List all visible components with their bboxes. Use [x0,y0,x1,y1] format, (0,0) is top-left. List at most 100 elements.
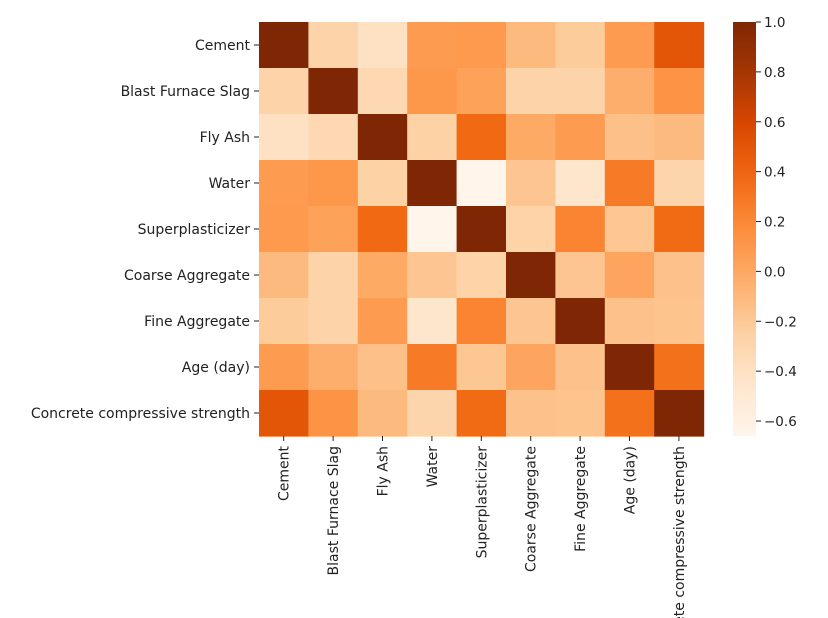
row-tick-label: Superplasticizer [138,222,251,238]
heatmap-cell [456,390,507,437]
heatmap-cell [259,298,309,345]
heatmap-cell [357,252,408,299]
heatmap-cell [456,160,507,207]
colorbar-tick-label: 0.6 [764,115,785,131]
heatmap-cell [654,206,705,253]
heatmap-cell [456,298,507,345]
heatmap-cell [604,114,655,161]
heatmap-cell [456,22,507,69]
heatmap-cell [357,206,408,253]
row-tick-labels: Cement Blast Furnace Slag Fly Ash Water Supe… [31,38,259,422]
column-tick-label: Coarse Aggregate [524,446,540,572]
heatmap-cell [456,344,507,391]
heatmap-cell [506,22,556,69]
heatmap-cell [506,252,556,299]
heatmap-cell [259,206,309,253]
heatmap-cell [357,22,408,69]
colorbar-tick-label: 0.2 [764,215,785,231]
heatmap-cell [506,68,556,115]
row-tick-label: Fly Ash [200,130,250,146]
heatmap-cell [506,390,556,437]
heatmap-cell [259,68,309,115]
heatmap-cell [506,298,556,345]
heatmap-cell [357,298,408,345]
colorbar-tick-label: 1.0 [764,15,785,31]
heatmap-cell [456,68,507,115]
heatmap-cell [604,390,655,437]
heatmap-cell [308,390,359,437]
heatmap-cell [308,68,359,115]
heatmap-cell [604,68,655,115]
heatmap-cell [259,252,309,299]
heatmap-cell [604,22,655,69]
heatmap-cell [407,114,458,161]
heatmap-cell [555,68,606,115]
column-tick-label: Cement [277,446,293,502]
row-tick-label: Age (day) [182,360,250,376]
heatmap-cell [604,298,655,345]
heatmap-cell [407,390,458,437]
colorbar-tick-label: −0.4 [764,364,797,380]
heatmap-cell [407,206,458,253]
colorbar-tick-label: −0.6 [764,414,797,430]
heatmap-cell [456,252,507,299]
heatmap-cell [604,160,655,207]
row-tick-label: Coarse Aggregate [124,268,250,284]
row-tick-label: Concrete compressive strength [31,406,250,422]
heatmap-cell [506,114,556,161]
heatmap-cell [555,114,606,161]
column-tick-label: Fine Aggregate [573,446,589,552]
heatmap-cell [506,206,556,253]
heatmap-cell [357,344,408,391]
heatmap-cell [555,22,606,69]
heatmap-cell [555,160,606,207]
heatmap-cell [407,252,458,299]
heatmap-cell [456,206,507,253]
column-tick-label: Concrete compressive strength [672,446,688,618]
heatmap-cell [357,160,408,207]
colorbar-tick-label: 0.8 [764,65,785,81]
heatmap-cell [604,252,655,299]
heatmap-cell [654,160,705,207]
column-tick-label: Fly Ash [376,446,392,496]
heatmap-cell [308,160,359,207]
heatmap-cell [654,298,705,345]
colorbar-tick-label: 0.4 [764,165,785,181]
column-tick-labels: Cement Blast Furnace Slag Fly Ash Water Supe… [277,436,688,618]
heatmap-cell [407,160,458,207]
heatmap-cell [604,344,655,391]
colorbar-gradient [733,22,756,436]
heatmap-cell [259,22,309,69]
heatmap-cell [407,68,458,115]
column-tick-label: Water [425,446,441,488]
heatmap-cell [506,344,556,391]
heatmap-cell [259,390,309,437]
heatmap-cell [654,114,705,161]
heatmap-cell [407,22,458,69]
heatmap-cell [357,68,408,115]
colorbar-tick-label: 0.0 [764,264,785,280]
column-tick-label: Blast Furnace Slag [326,446,342,575]
heatmap-cell [308,252,359,299]
heatmap-cell [308,298,359,345]
row-tick-label: Water [209,176,251,192]
heatmap-cell [555,252,606,299]
heatmap-cell [259,114,309,161]
heatmap-cell [357,390,408,437]
heatmap-cell [555,344,606,391]
heatmap-cell [604,206,655,253]
heatmap-cells [259,22,705,437]
heatmap-cell [308,22,359,69]
heatmap-cell [357,114,408,161]
heatmap-cell [407,298,458,345]
column-tick-label: Age (day) [623,446,639,514]
heatmap-cell [654,344,705,391]
heatmap-cell [654,22,705,69]
column-tick-label: Superplasticizer [474,446,490,559]
heatmap-cell [259,344,309,391]
heatmap-cell [555,390,606,437]
heatmap-cell [654,68,705,115]
heatmap-cell [456,114,507,161]
heatmap-cell [654,252,705,299]
